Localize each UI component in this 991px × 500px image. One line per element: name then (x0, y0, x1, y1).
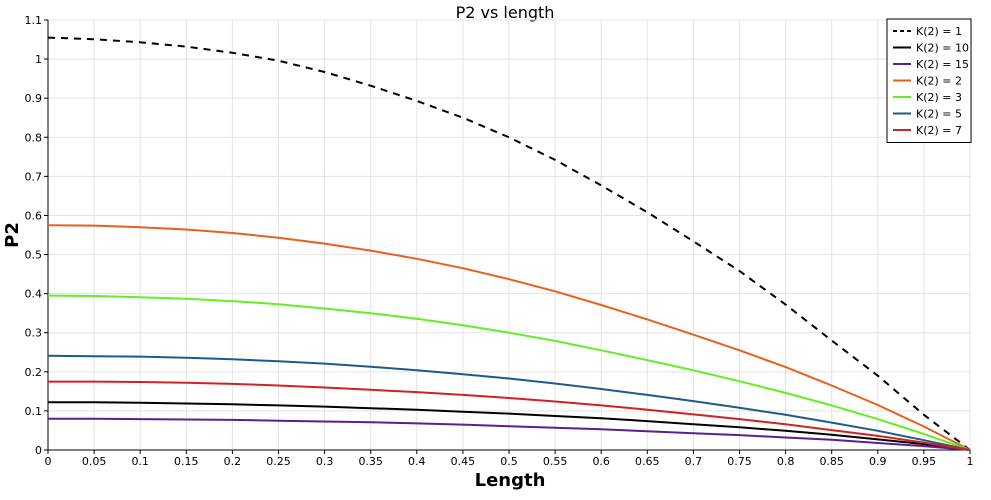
legend: K(2) = 1 K(2) = 10 K(2) = 15 K(2) = 2 K(2) =… (887, 19, 971, 143)
axes: 0 0.05 0.1 0.15 0.2 0.25 0.3 0.35 0.4 0.45 0.5 0.55… (25, 14, 974, 468)
x-tick-label: 0.65 (635, 455, 660, 468)
legend-label: K(2) = 15 (916, 58, 969, 71)
x-tick-label: 0.9 (869, 455, 887, 468)
y-tick-label: 0.3 (25, 327, 43, 340)
x-tick-label: 0.55 (543, 455, 568, 468)
x-tick-label: 0.7 (685, 455, 703, 468)
x-tick-label: 0.8 (777, 455, 795, 468)
y-tick-label: 0.7 (25, 170, 43, 183)
y-axis-label: P2 (2, 222, 23, 248)
x-tick-label: 0.85 (819, 455, 844, 468)
legend-label: K(2) = 10 (916, 42, 969, 55)
x-tick-label: 0.35 (358, 455, 383, 468)
x-tick-label: 0.3 (316, 455, 334, 468)
x-tick-label: 0.5 (500, 455, 518, 468)
y-tick-label: 1.1 (25, 14, 43, 27)
legend-label: K(2) = 3 (916, 91, 962, 104)
y-tick-label: 0 (35, 444, 42, 457)
x-tick-label: 0.6 (592, 455, 610, 468)
y-tick-label: 0.6 (25, 209, 43, 222)
x-tick-label: 0.4 (408, 455, 426, 468)
y-tick-label: 0.4 (25, 288, 43, 301)
y-tick-label: 0.8 (25, 131, 43, 144)
legend-label: K(2) = 2 (916, 75, 962, 88)
y-tick-label: 0.9 (25, 92, 43, 105)
x-tick-label: 0.45 (451, 455, 476, 468)
legend-label: K(2) = 5 (916, 108, 962, 121)
x-tick-label: 1 (967, 455, 974, 468)
y-tick-label: 0.5 (25, 249, 43, 262)
x-tick-label: 0.75 (727, 455, 752, 468)
y-tick-label: 1 (35, 53, 42, 66)
legend-label: K(2) = 7 (916, 124, 962, 137)
y-tick-label: 0.2 (25, 366, 43, 379)
x-tick-label: 0 (45, 455, 52, 468)
x-tick-label: 0.25 (266, 455, 291, 468)
x-tick-label: 0.1 (131, 455, 149, 468)
y-tick-label: 0.1 (25, 405, 43, 418)
x-tick-label: 0.05 (82, 455, 107, 468)
x-tick-label: 0.15 (174, 455, 199, 468)
x-axis-label: Length (475, 470, 546, 491)
legend-label: K(2) = 1 (916, 25, 962, 38)
chart-title: P2 vs length (456, 3, 555, 22)
x-tick-label: 0.2 (224, 455, 242, 468)
x-tick-label: 0.95 (912, 455, 937, 468)
